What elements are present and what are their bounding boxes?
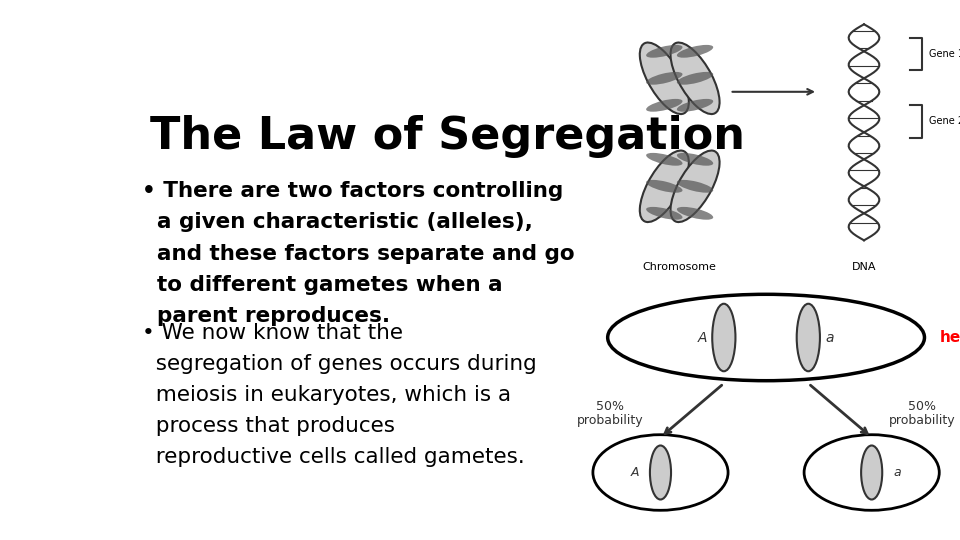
Text: A: A	[631, 466, 639, 479]
Text: • There are two factors controlling: • There are two factors controlling	[142, 181, 564, 201]
Text: probability: probability	[889, 414, 956, 427]
Text: process that produces: process that produces	[142, 416, 396, 436]
Text: A: A	[698, 330, 708, 345]
Text: 50%: 50%	[908, 400, 936, 414]
Text: a: a	[893, 466, 900, 479]
Ellipse shape	[646, 153, 683, 166]
Ellipse shape	[670, 43, 720, 114]
Ellipse shape	[646, 207, 683, 220]
Ellipse shape	[712, 303, 735, 372]
Text: hete: hete	[939, 330, 960, 345]
Text: a given characteristic (alleles),: a given characteristic (alleles),	[142, 212, 533, 232]
Ellipse shape	[639, 43, 689, 114]
Ellipse shape	[650, 446, 671, 500]
Text: 50%: 50%	[596, 400, 624, 414]
Ellipse shape	[797, 303, 820, 372]
Text: DNA: DNA	[852, 262, 876, 272]
Ellipse shape	[677, 207, 713, 220]
Ellipse shape	[677, 180, 713, 193]
Ellipse shape	[677, 99, 713, 112]
Text: a: a	[826, 330, 833, 345]
Ellipse shape	[804, 435, 939, 510]
Ellipse shape	[646, 72, 683, 85]
Text: and these factors separate and go: and these factors separate and go	[142, 244, 575, 264]
Ellipse shape	[646, 45, 683, 58]
Text: reproductive cells called gametes.: reproductive cells called gametes.	[142, 447, 525, 467]
Text: parent reproduces.: parent reproduces.	[142, 306, 391, 326]
Text: segregation of genes occurs during: segregation of genes occurs during	[142, 354, 537, 374]
Ellipse shape	[608, 294, 924, 381]
Ellipse shape	[639, 151, 689, 222]
Ellipse shape	[677, 45, 713, 58]
Text: The Law of Segregation: The Law of Segregation	[150, 114, 745, 158]
Text: Chromosome: Chromosome	[643, 262, 716, 272]
Ellipse shape	[861, 446, 882, 500]
Text: meiosis in eukaryotes, which is a: meiosis in eukaryotes, which is a	[142, 385, 512, 405]
Ellipse shape	[670, 151, 720, 222]
Ellipse shape	[677, 153, 713, 166]
Ellipse shape	[677, 72, 713, 85]
Ellipse shape	[593, 435, 728, 510]
Ellipse shape	[646, 99, 683, 112]
Ellipse shape	[646, 180, 683, 193]
Text: Gene 1: Gene 1	[929, 49, 960, 59]
Text: to different gametes when a: to different gametes when a	[142, 275, 503, 295]
Text: • We now know that the: • We now know that the	[142, 322, 403, 342]
Text: probability: probability	[576, 414, 643, 427]
Text: Gene 2: Gene 2	[929, 117, 960, 126]
